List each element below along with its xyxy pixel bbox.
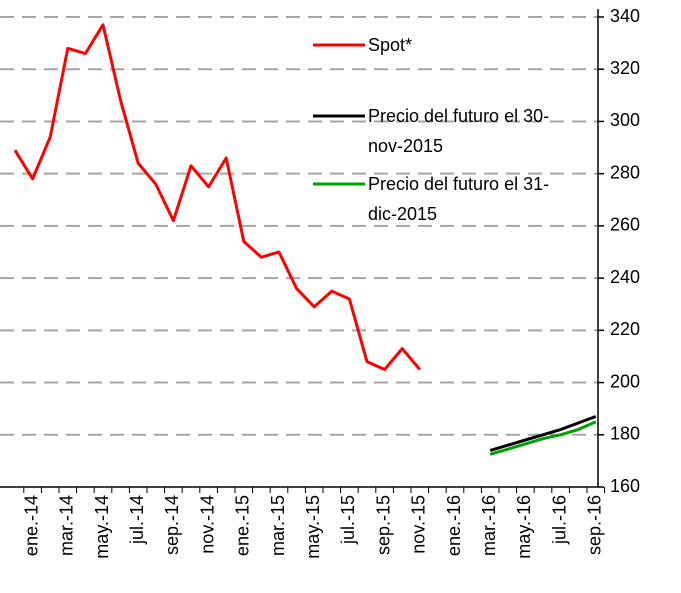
y-tick-label: 300 xyxy=(610,110,640,130)
x-tick-label: jul.-14 xyxy=(127,495,147,545)
legend-label: Precio del futuro el 30-nov-2015 xyxy=(368,106,550,156)
x-tick-label: nov.-15 xyxy=(409,495,429,554)
y-tick-label: 160 xyxy=(610,476,640,496)
legend-label: Precio del futuro el 31-dic-2015 xyxy=(368,174,550,224)
x-tick-label: ene.-14 xyxy=(21,495,41,556)
x-tick-label: mar.-16 xyxy=(479,495,499,556)
x-tick-label: may.-15 xyxy=(303,495,323,559)
x-tick-label: sep.-14 xyxy=(162,495,182,555)
x-tick-label: sep.-16 xyxy=(585,495,605,555)
y-tick-label: 180 xyxy=(610,424,640,444)
y-tick-label: 260 xyxy=(610,215,640,235)
x-tick-label: sep.-15 xyxy=(373,495,393,555)
legend-label: Spot* xyxy=(368,35,413,55)
x-tick-label: mar.-15 xyxy=(268,495,288,556)
x-tick-label: jul.-16 xyxy=(549,495,569,545)
x-tick-label: jul.-15 xyxy=(338,495,358,545)
x-tick-label: ene.-15 xyxy=(233,495,253,556)
x-tick-label: may.-16 xyxy=(514,495,534,559)
x-tick-label: may.-14 xyxy=(92,495,112,559)
x-tick-label: ene.-16 xyxy=(444,495,464,556)
x-tick-label: mar.-14 xyxy=(57,495,77,556)
y-tick-label: 200 xyxy=(610,371,640,391)
y-tick-label: 320 xyxy=(610,58,640,78)
y-tick-label: 340 xyxy=(610,6,640,26)
y-tick-label: 220 xyxy=(610,319,640,339)
series-line xyxy=(13,23,421,371)
y-tick-label: 240 xyxy=(610,267,640,287)
x-tick-label: nov.-14 xyxy=(197,495,217,554)
y-tick-label: 280 xyxy=(610,162,640,182)
series-line xyxy=(489,415,597,452)
series-line xyxy=(489,420,597,456)
